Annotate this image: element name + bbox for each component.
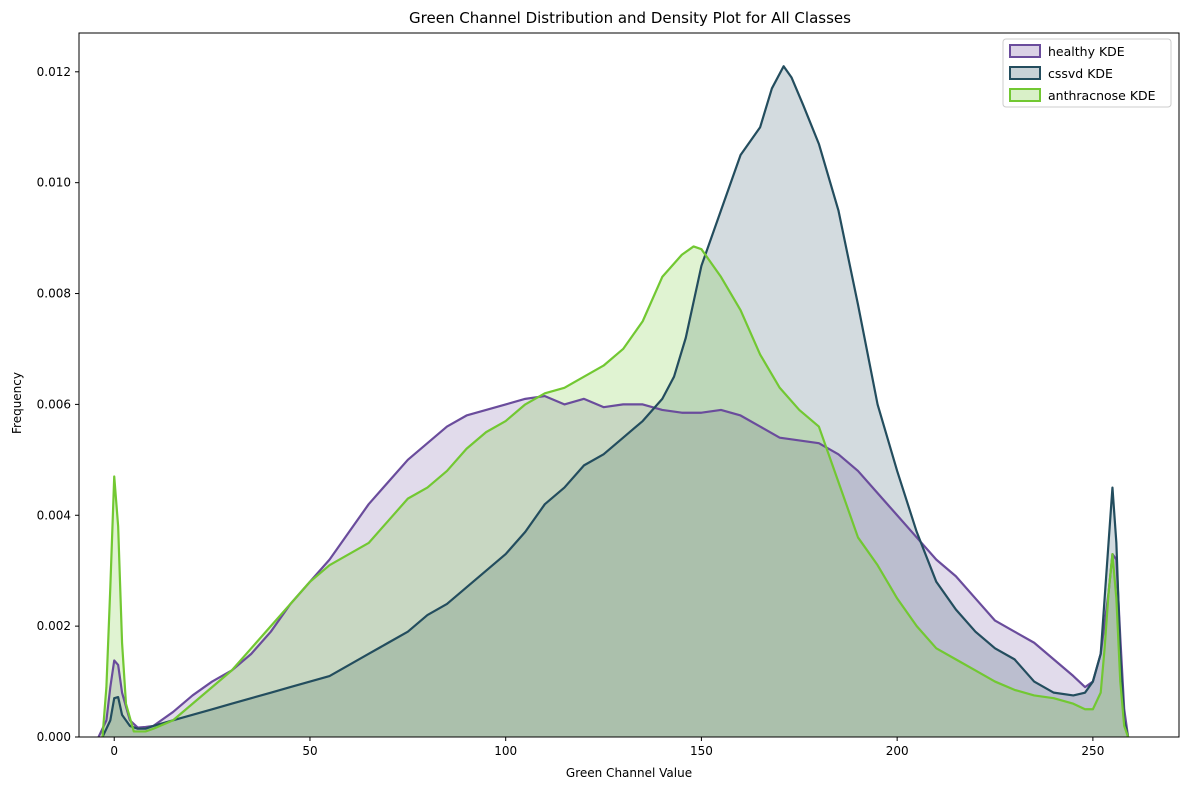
legend-swatch-healthy-kde (1009, 44, 1041, 58)
legend-box (1002, 38, 1172, 108)
legend-label-anthracnose-kde: anthracnose KDE (1048, 88, 1156, 103)
series-line-healthy-kde (97, 394, 1130, 738)
legend-label-cssvd-kde: cssvd KDE (1048, 66, 1113, 81)
legend-swatch-anthracnose-kde (1009, 88, 1041, 102)
x-tick-label: 0 (110, 744, 118, 758)
x-tick-label: 50 (302, 744, 317, 758)
y-tick-label: 0.002 (37, 619, 71, 633)
y-tick-label: 0.004 (37, 508, 71, 522)
y-tick-label: 0.008 (37, 287, 71, 301)
x-tick-label: 250 (1081, 744, 1104, 758)
y-tick-label: 0.000 (37, 730, 71, 744)
y-axis: 0.000 0.002 0.004 0.006 0.008 0.010 0.012 (37, 65, 79, 744)
x-tick-label: 150 (690, 744, 713, 758)
legend-label-healthy-kde: healthy KDE (1048, 44, 1125, 59)
x-tick-label: 200 (886, 744, 909, 758)
plot-area (97, 65, 1130, 738)
legend-swatch-cssvd-kde (1009, 66, 1041, 80)
chart-title: Green Channel Distribution and Density P… (409, 9, 851, 27)
y-axis-title: Frequency (10, 372, 24, 434)
series-area-healthy-kde (98, 396, 1129, 737)
x-axis-title: Green Channel Value (566, 766, 692, 780)
y-tick-label: 0.010 (37, 176, 71, 190)
y-tick-label: 0.006 (37, 397, 71, 411)
series-line-cssvd-kde (101, 65, 1130, 738)
series-area-cssvd-kde (102, 66, 1129, 737)
series-area-anthracnose-kde (102, 246, 1129, 738)
series-line-anthracnose-kde (101, 245, 1130, 738)
x-tick-label: 100 (494, 744, 517, 758)
y-tick-label: 0.012 (37, 65, 71, 79)
plot-frame (78, 32, 1180, 738)
legend: healthy KDE cssvd KDE anthracnose KDE (1002, 38, 1172, 108)
x-axis: 0 50 100 150 200 250 (110, 737, 1104, 758)
